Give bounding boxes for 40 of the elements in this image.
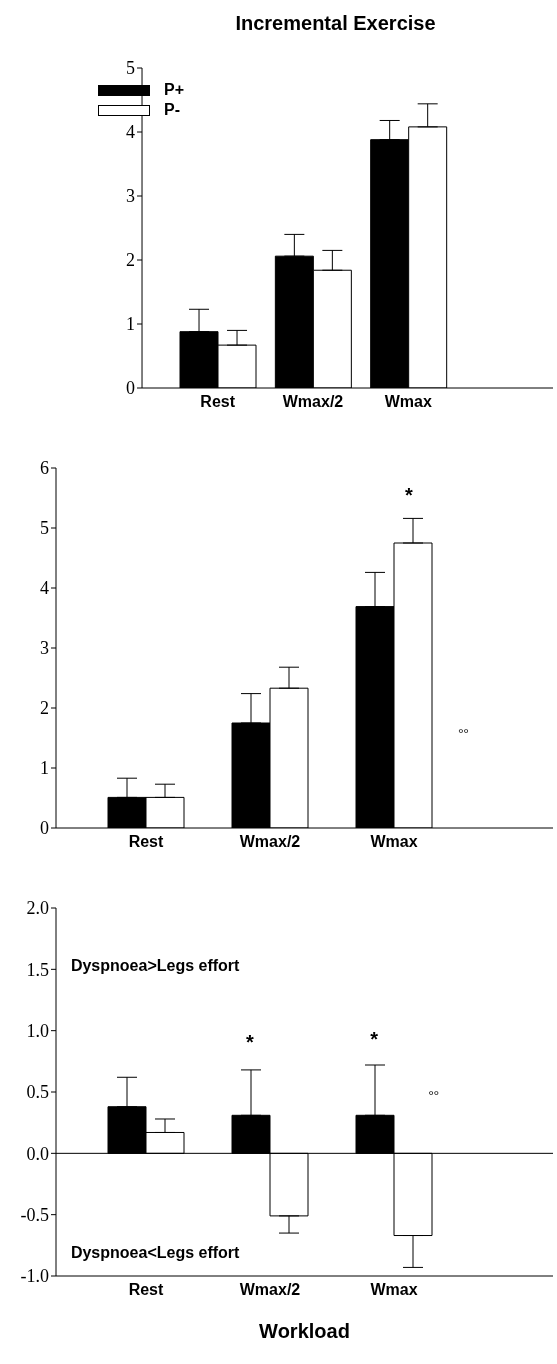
- y-tick-label: -0.5: [20, 1205, 49, 1226]
- y-tick-label: 2.0: [26, 898, 49, 919]
- x-tick-label: Wmax: [370, 833, 418, 851]
- y-tick-label: 4: [40, 578, 49, 599]
- annotation: Dyspnoea<Legs effort: [70, 1244, 241, 1262]
- y-tick-label: 5: [126, 58, 136, 79]
- annotation: °°: [458, 725, 469, 741]
- x-tick-label: Wmax/2: [239, 1281, 301, 1299]
- y-tick-label: 4: [126, 122, 136, 143]
- y-tick-label: 1.5: [26, 959, 49, 980]
- x-tick-label: Wmax/2: [282, 393, 344, 411]
- chart-title: Incremental Exercise: [234, 12, 437, 35]
- y-tick-label: 1: [40, 758, 49, 779]
- y-tick-label: 2: [126, 250, 136, 271]
- legend-label: P-: [164, 101, 180, 119]
- annotation: °°: [428, 1086, 439, 1102]
- y-tick-label: 0: [126, 378, 136, 399]
- y-tick-label: -1.0: [20, 1266, 49, 1287]
- x-axis-title: Workload: [259, 1320, 350, 1342]
- y-tick-label: 0.0: [26, 1143, 49, 1164]
- annotation: Dyspnoea>Legs effort: [70, 957, 241, 975]
- y-tick-label: 6: [40, 458, 49, 479]
- x-tick-label: Wmax: [384, 393, 432, 411]
- x-tick-label: Wmax: [370, 1281, 418, 1299]
- x-tick-label: Rest: [128, 833, 165, 851]
- y-tick-label: 3: [40, 638, 49, 659]
- x-tick-label: Rest: [200, 393, 236, 411]
- y-tick-label: 1: [126, 314, 136, 335]
- legend-label: P+: [164, 81, 185, 99]
- x-tick-label: Wmax/2: [239, 833, 301, 851]
- x-tick-label: Rest: [128, 1281, 165, 1299]
- annotation: *: [370, 1027, 379, 1050]
- y-tick-label: 0: [40, 818, 49, 839]
- y-tick-label: 5: [40, 518, 49, 539]
- y-tick-label: 0.5: [26, 1082, 49, 1103]
- y-tick-label: 3: [126, 186, 136, 207]
- y-tick-label: 2: [40, 698, 49, 719]
- y-tick-label: 1.0: [26, 1021, 49, 1042]
- annotation: *: [245, 1031, 254, 1054]
- annotation: *: [404, 484, 413, 507]
